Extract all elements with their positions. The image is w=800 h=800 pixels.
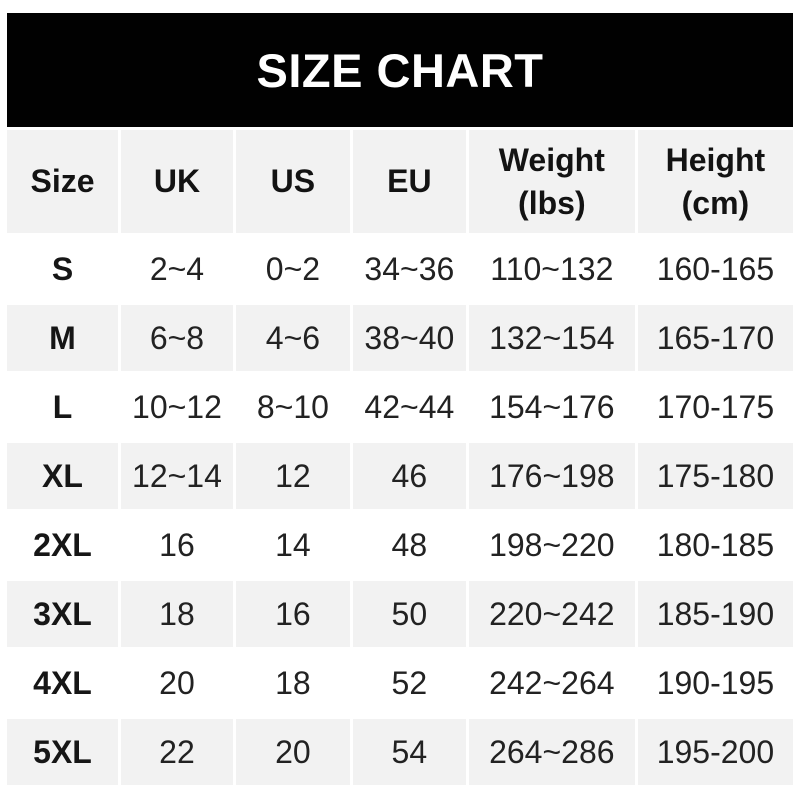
column-header-unit: (lbs) bbox=[518, 184, 586, 221]
size-label: 5XL bbox=[7, 719, 118, 785]
page-title: SIZE CHART bbox=[256, 43, 544, 97]
height-value: 180-185 bbox=[637, 512, 793, 578]
height-value: 185-190 bbox=[637, 581, 793, 647]
eu-value: 54 bbox=[352, 719, 466, 785]
height-value: 175-180 bbox=[637, 443, 793, 509]
height-value: 170-175 bbox=[637, 374, 793, 440]
size-label: S bbox=[7, 236, 118, 302]
column-header-height: Height (cm) bbox=[637, 130, 793, 233]
us-value: 0~2 bbox=[235, 236, 350, 302]
column-header-us: US bbox=[235, 130, 350, 233]
column-header-label: Weight bbox=[498, 142, 605, 179]
column-header-eu: EU bbox=[352, 130, 466, 233]
weight-value: 132~154 bbox=[468, 305, 635, 371]
uk-value: 22 bbox=[120, 719, 233, 785]
size-label: XL bbox=[7, 443, 118, 509]
weight-value: 198~220 bbox=[468, 512, 635, 578]
us-value: 18 bbox=[235, 650, 350, 716]
eu-value: 48 bbox=[352, 512, 466, 578]
uk-value: 2~4 bbox=[120, 236, 233, 302]
column-header-label: Size bbox=[30, 163, 95, 200]
weight-value: 220~242 bbox=[468, 581, 635, 647]
us-value: 4~6 bbox=[235, 305, 350, 371]
column-header-uk: UK bbox=[120, 130, 233, 233]
weight-value: 242~264 bbox=[468, 650, 635, 716]
eu-value: 52 bbox=[352, 650, 466, 716]
column-header-weight: Weight (lbs) bbox=[468, 130, 635, 233]
size-label: L bbox=[7, 374, 118, 440]
us-value: 12 bbox=[235, 443, 350, 509]
eu-value: 38~40 bbox=[352, 305, 466, 371]
us-value: 14 bbox=[235, 512, 350, 578]
weight-value: 176~198 bbox=[468, 443, 635, 509]
height-value: 165-170 bbox=[637, 305, 793, 371]
height-value: 190-195 bbox=[637, 650, 793, 716]
us-value: 8~10 bbox=[235, 374, 350, 440]
height-value: 160-165 bbox=[637, 236, 793, 302]
us-value: 20 bbox=[235, 719, 350, 785]
column-header-label: Height bbox=[665, 142, 766, 179]
uk-value: 20 bbox=[120, 650, 233, 716]
uk-value: 18 bbox=[120, 581, 233, 647]
eu-value: 34~36 bbox=[352, 236, 466, 302]
weight-value: 264~286 bbox=[468, 719, 635, 785]
column-header-label: EU bbox=[387, 163, 432, 200]
height-value: 195-200 bbox=[637, 719, 793, 785]
eu-value: 46 bbox=[352, 443, 466, 509]
eu-value: 50 bbox=[352, 581, 466, 647]
column-header-unit: (cm) bbox=[681, 184, 750, 221]
size-label: 3XL bbox=[7, 581, 118, 647]
weight-value: 110~132 bbox=[468, 236, 635, 302]
uk-value: 12~14 bbox=[120, 443, 233, 509]
uk-value: 6~8 bbox=[120, 305, 233, 371]
column-header-label: UK bbox=[153, 163, 201, 200]
title-banner: SIZE CHART bbox=[7, 13, 793, 127]
size-chart-table: Size UK US EU Weight (lbs) Height (cm) S… bbox=[7, 130, 793, 785]
column-header-label: US bbox=[270, 163, 316, 200]
weight-value: 154~176 bbox=[468, 374, 635, 440]
size-label: M bbox=[7, 305, 118, 371]
size-label: 4XL bbox=[7, 650, 118, 716]
uk-value: 10~12 bbox=[120, 374, 233, 440]
us-value: 16 bbox=[235, 581, 350, 647]
column-header-size: Size bbox=[7, 130, 118, 233]
uk-value: 16 bbox=[120, 512, 233, 578]
size-label: 2XL bbox=[7, 512, 118, 578]
eu-value: 42~44 bbox=[352, 374, 466, 440]
